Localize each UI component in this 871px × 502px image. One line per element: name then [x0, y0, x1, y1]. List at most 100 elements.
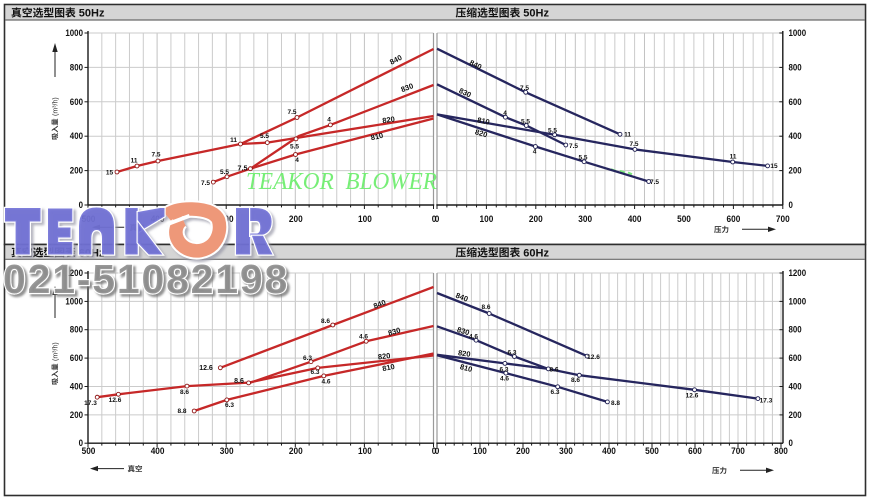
svg-text:200: 200 — [789, 166, 802, 176]
svg-text:(m³/h): (m³/h) — [53, 97, 60, 116]
svg-text:TEAKOR BLOWER: TEAKOR BLOWER — [246, 169, 437, 195]
svg-text:8.6: 8.6 — [549, 366, 558, 373]
svg-text:300: 300 — [578, 214, 592, 224]
svg-text:5.5: 5.5 — [578, 154, 587, 161]
svg-text:8.6: 8.6 — [234, 378, 244, 385]
svg-text:6.3: 6.3 — [507, 350, 516, 357]
svg-text:6.3: 6.3 — [303, 355, 312, 362]
svg-text:100: 100 — [358, 214, 372, 224]
svg-text:100: 100 — [358, 446, 372, 456]
svg-text:600: 600 — [70, 353, 83, 363]
svg-text:600: 600 — [688, 446, 702, 456]
svg-text:200: 200 — [70, 166, 83, 176]
svg-text:5.5: 5.5 — [260, 133, 269, 140]
svg-text:800: 800 — [774, 446, 788, 456]
svg-text:810: 810 — [381, 362, 395, 373]
svg-text:60Hz: 60Hz — [523, 247, 549, 259]
svg-text:12.6: 12.6 — [686, 393, 699, 400]
svg-text:1000: 1000 — [789, 28, 807, 38]
svg-text:8.6: 8.6 — [481, 304, 490, 311]
svg-text:5.5: 5.5 — [521, 118, 530, 125]
svg-text:17.3: 17.3 — [84, 400, 97, 407]
svg-text:8.8: 8.8 — [177, 408, 186, 415]
svg-text:500: 500 — [677, 214, 691, 224]
svg-text:500: 500 — [645, 446, 659, 456]
svg-text:200: 200 — [289, 446, 303, 456]
svg-text:4.6: 4.6 — [359, 334, 368, 341]
svg-text:0: 0 — [435, 446, 440, 456]
svg-text:500: 500 — [82, 446, 96, 456]
svg-text:6.3: 6.3 — [499, 367, 508, 374]
svg-text:400: 400 — [789, 381, 802, 391]
svg-text:12.6: 12.6 — [199, 365, 213, 372]
svg-text:830: 830 — [400, 81, 415, 94]
svg-text:1000: 1000 — [789, 296, 807, 306]
svg-text:1000: 1000 — [65, 296, 83, 306]
svg-text:15: 15 — [106, 170, 114, 177]
svg-text:(m³/h): (m³/h) — [53, 342, 60, 361]
svg-text:200: 200 — [289, 214, 303, 224]
svg-text:0: 0 — [432, 446, 437, 456]
svg-text:0: 0 — [789, 438, 793, 448]
svg-text:4: 4 — [503, 110, 507, 117]
svg-text:840: 840 — [454, 291, 469, 304]
svg-text:7.5: 7.5 — [287, 109, 296, 116]
svg-text:4: 4 — [295, 157, 299, 164]
svg-text:840: 840 — [372, 298, 387, 311]
svg-text:5.5: 5.5 — [290, 143, 299, 150]
svg-text:600: 600 — [789, 97, 802, 107]
svg-text:800: 800 — [789, 62, 802, 72]
svg-text:11: 11 — [730, 153, 737, 160]
svg-text:7.5: 7.5 — [201, 180, 210, 187]
svg-text:0: 0 — [79, 438, 83, 448]
svg-text:830: 830 — [387, 325, 402, 337]
svg-text:6.3: 6.3 — [225, 402, 234, 409]
svg-text:4: 4 — [327, 116, 331, 123]
svg-text:400: 400 — [602, 446, 616, 456]
svg-text:7.5: 7.5 — [629, 141, 638, 148]
svg-text:700: 700 — [776, 214, 790, 224]
svg-text:820: 820 — [377, 351, 391, 361]
svg-text:600: 600 — [789, 353, 802, 363]
svg-text:5.5: 5.5 — [548, 128, 557, 135]
svg-text:800: 800 — [70, 325, 83, 335]
svg-text:12.6: 12.6 — [109, 397, 122, 404]
svg-text:4.6: 4.6 — [469, 334, 478, 341]
svg-text:8.6: 8.6 — [571, 377, 580, 384]
svg-text:600: 600 — [727, 214, 741, 224]
svg-text:7.5: 7.5 — [650, 179, 659, 186]
svg-text:400: 400 — [70, 381, 83, 391]
svg-text:400: 400 — [628, 214, 642, 224]
svg-text:4: 4 — [533, 148, 537, 155]
svg-text:8.6: 8.6 — [321, 318, 330, 325]
svg-text:7.5: 7.5 — [569, 143, 578, 150]
svg-text:100: 100 — [473, 446, 487, 456]
svg-text:7.5: 7.5 — [238, 164, 248, 173]
svg-text:300: 300 — [220, 446, 234, 456]
svg-text:0: 0 — [432, 214, 437, 224]
svg-text:021-51082198: 021-51082198 — [3, 256, 289, 302]
svg-text:810: 810 — [476, 115, 490, 126]
svg-text:4.6: 4.6 — [321, 378, 330, 385]
svg-text:11: 11 — [230, 137, 237, 144]
svg-text:5.5: 5.5 — [220, 169, 229, 176]
svg-text:400: 400 — [151, 446, 165, 456]
svg-text:300: 300 — [559, 446, 573, 456]
svg-text:7.5: 7.5 — [520, 85, 529, 92]
svg-text:800: 800 — [789, 325, 802, 335]
svg-text:8.6: 8.6 — [180, 389, 189, 396]
svg-text:7.5: 7.5 — [151, 151, 160, 158]
svg-text:800: 800 — [70, 62, 83, 72]
svg-text:820: 820 — [382, 114, 396, 125]
svg-text:4.6: 4.6 — [500, 375, 509, 382]
svg-text:1200: 1200 — [789, 268, 807, 278]
svg-text:1000: 1000 — [65, 28, 83, 38]
svg-text:17.3: 17.3 — [760, 397, 773, 404]
svg-text:11: 11 — [624, 132, 631, 139]
svg-text:0: 0 — [79, 200, 83, 210]
svg-text:6.3: 6.3 — [550, 389, 559, 396]
svg-text:200: 200 — [789, 410, 802, 420]
svg-text:0: 0 — [789, 200, 793, 210]
svg-text:6.3: 6.3 — [310, 369, 319, 376]
svg-text:200: 200 — [516, 446, 530, 456]
